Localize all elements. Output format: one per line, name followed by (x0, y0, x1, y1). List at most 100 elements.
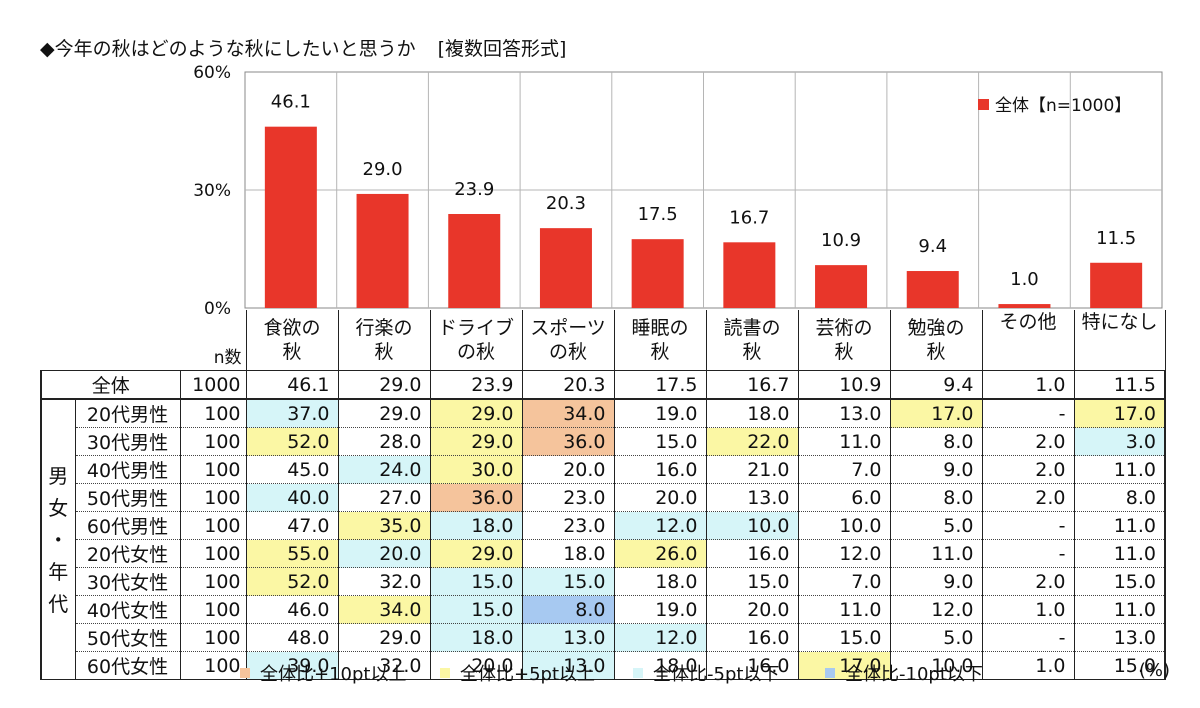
table-cell: 8.0 (1073, 483, 1166, 512)
bar-5 (631, 239, 684, 308)
table-cell: 2.0 (981, 455, 1075, 484)
column-header-line: 睡眠の (631, 317, 689, 339)
group-label-char: 年 (48, 559, 69, 584)
table-cell: 11.0 (1073, 539, 1166, 568)
table-cell: 7.0 (797, 455, 891, 484)
row-n: 100 (179, 455, 247, 484)
legend-series-label: 全体【n=1000】 (995, 96, 1131, 116)
table-cell: 16.0 (705, 539, 799, 568)
legend-swatch (978, 99, 989, 110)
row-label: 30代女性 (74, 567, 181, 596)
table-cell: 17.5 (613, 370, 707, 400)
table-cell: 48.0 (245, 623, 339, 652)
column-header-line: 食欲の (263, 317, 321, 339)
table-row: 40代男性 100 45.0 24.0 30.0 20.0 16.0 21.0 7.0 9.0 2.… (41, 455, 1166, 484)
table-cell: 15.0 (429, 567, 523, 596)
table-cell: 20.0 (705, 595, 799, 624)
bars (264, 126, 1143, 308)
table-cell: 19.0 (613, 399, 707, 428)
table-cell: 45.0 (245, 455, 339, 484)
table-row: 30代男性 100 52.0 28.0 29.0 36.0 15.0 22.0 11.0 8.0 2… (41, 427, 1166, 456)
highlight-legend-item: 全体比-10pt以下 (825, 660, 983, 686)
table-cell: 29.0 (337, 623, 431, 652)
column-header: 特になし (1073, 310, 1166, 371)
table-cell: 28.0 (337, 427, 431, 456)
column-header-line: 秋 (650, 341, 670, 363)
column-header-line: 秋 (742, 341, 762, 363)
bar-2 (356, 193, 409, 308)
table-cell: 2.0 (981, 427, 1075, 456)
table-cell: 18.0 (613, 651, 707, 680)
row-n: 100 (179, 399, 247, 428)
table-cell: 39.0 (245, 651, 339, 680)
bar-4 (539, 228, 592, 308)
highlight-legend-label: 全体比+10pt以上 (260, 664, 407, 685)
highlight-legend-item: 全体比+5pt以上 (440, 660, 595, 686)
table-cell: - (981, 399, 1075, 428)
highlight-legend-label: 全体比+5pt以上 (460, 664, 596, 685)
table-cell: 32.0 (337, 567, 431, 596)
table-cell: 55.0 (245, 539, 339, 568)
column-header: 睡眠の秋 (613, 310, 707, 371)
bar-10 (1090, 262, 1143, 308)
column-header: ドライブ の秋 (429, 310, 523, 371)
highlight-legend-item: 全体比+10pt以上 (240, 660, 406, 686)
table-cell: 5.0 (889, 623, 983, 652)
table-cell: 8.0 (521, 595, 615, 624)
row-label: 40代女性 (74, 595, 181, 624)
table-cell: 15.0 (705, 567, 799, 596)
table-cell: 10.0 (705, 511, 799, 540)
table-cell: 17.0 (797, 651, 891, 680)
table-cell: 23.9 (429, 370, 523, 400)
table-cell: 13.0 (521, 623, 615, 652)
row-label: 40代男性 (74, 455, 181, 484)
table-cell: 29.0 (337, 399, 431, 428)
table-cell: 26.0 (613, 539, 707, 568)
table-cell: 7.0 (797, 567, 891, 596)
row-label: 60代男性 (74, 511, 181, 540)
table-cell: 29.0 (429, 399, 523, 428)
highlight-legend-swatch (240, 668, 250, 678)
table-row: 40代女性 100 46.0 34.0 15.0 8.0 19.0 20.0 11.0 12.0 1… (41, 595, 1166, 624)
data-labels: 46.1 29.0 23.9 20.3 17.5 16.7 10.9 9.4 1.0 11.5 (271, 92, 1136, 290)
column-header: 勉強の秋 (889, 310, 983, 371)
data-label: 20.3 (546, 193, 586, 214)
row-n: 100 (179, 483, 247, 512)
table-row: 60代女性 100 39.0 32.0 20.0 13.0 18.0 16.0 17.0 10.0… (41, 651, 1166, 680)
table-cell: 37.0 (245, 399, 339, 428)
chart-legend: 全体【n=1000】 (978, 96, 1131, 116)
table-cell: 13.0 (705, 483, 799, 512)
table-cell: 23.0 (521, 483, 615, 512)
table-cell: 15.0 (429, 595, 523, 624)
table-cell: 11.0 (797, 595, 891, 624)
column-header-line: 秋 (926, 341, 946, 363)
data-label: 9.4 (918, 236, 947, 257)
data-label: 11.5 (1096, 228, 1136, 249)
table-cell: 11.0 (889, 539, 983, 568)
table-cell: 47.0 (245, 511, 339, 540)
data-label: 46.1 (271, 92, 311, 113)
table-cell: 11.0 (797, 427, 891, 456)
table-cell: 9.0 (889, 455, 983, 484)
table-row: 60代男性 100 47.0 35.0 18.0 23.0 12.0 10.0 10.0 5.0-… (41, 511, 1166, 540)
column-header-line (983, 334, 1074, 358)
table-cell: 11.0 (1073, 595, 1166, 624)
table-cell: 30.0 (429, 455, 523, 484)
table-cell: 15.0 (521, 567, 615, 596)
column-header-line: その他 (999, 311, 1057, 333)
column-header-line: 秋 (374, 341, 394, 363)
group-label-char: 男 (48, 463, 69, 488)
table-cell: 10.0 (797, 511, 891, 540)
column-header-line: 秋 (834, 341, 854, 363)
table-cell: 19.0 (613, 595, 707, 624)
column-header-line: 芸術の (815, 317, 873, 339)
table-cell: 15.0 (1073, 567, 1166, 596)
table-cell: 12.0 (889, 595, 983, 624)
table-cell: 15.0 (1073, 651, 1166, 680)
n-header: n数 (180, 310, 247, 371)
data-label: 23.9 (454, 179, 494, 200)
highlight-legend-swatch (825, 668, 835, 678)
table-row: 男女・年代 20代男性 100 37.0 29.0 29.0 34.0 19.0 18.0 13.… (40, 399, 1166, 680)
table-cell: 20.3 (521, 370, 615, 400)
table-cell: 34.0 (521, 399, 615, 428)
